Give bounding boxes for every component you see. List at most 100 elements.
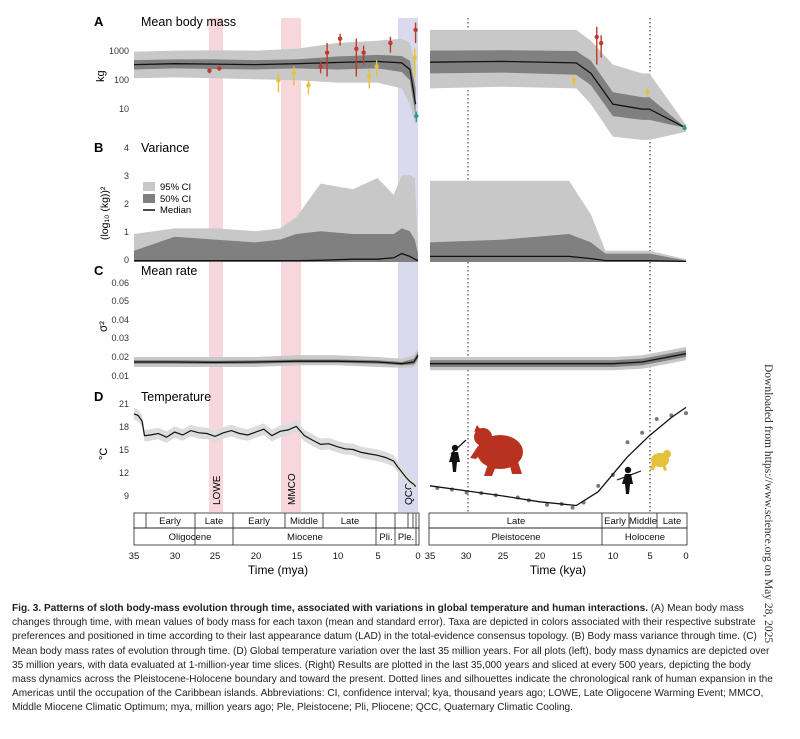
panel-a-right-plot bbox=[429, 26, 687, 140]
epoch-left-early-1: Early bbox=[159, 516, 181, 527]
period-right-holocene: Holocene bbox=[625, 532, 665, 543]
a-left-taxon-point-10 bbox=[367, 74, 372, 79]
a-left-taxon-point-11 bbox=[374, 64, 379, 69]
panel-d-right-plot bbox=[429, 406, 688, 510]
c-right-median-line bbox=[430, 353, 687, 365]
a-right-median-line bbox=[429, 60, 687, 129]
temperature-point-13 bbox=[625, 440, 630, 445]
d-tick-15: 15 bbox=[119, 445, 129, 455]
x-axis-label-right: Time (kya) bbox=[530, 563, 586, 577]
a-right-ci50-band bbox=[430, 50, 686, 129]
a-left-taxon-point-0 bbox=[207, 68, 212, 73]
a-left-taxon-point-6 bbox=[324, 50, 330, 55]
b-tick-4: 4 bbox=[124, 143, 129, 153]
b-tick-0: 0 bbox=[124, 255, 129, 265]
b-right-median-line bbox=[430, 255, 687, 263]
event-band-mmco bbox=[281, 18, 301, 512]
panel-b-right-plot bbox=[430, 180, 687, 263]
panel-c-ylabel: σ² bbox=[98, 321, 110, 332]
x-tick-left-0: 0 bbox=[415, 551, 420, 562]
a-right-taxon-point-4 bbox=[682, 125, 687, 131]
x-tick-left-10: 10 bbox=[333, 551, 344, 562]
c-left-median-line bbox=[134, 354, 419, 365]
a-left-taxon-point-13 bbox=[412, 55, 417, 60]
c-tick-003: 0.03 bbox=[111, 333, 129, 343]
b-left-median-line bbox=[134, 252, 419, 262]
x-tick-right-30: 30 bbox=[461, 551, 472, 562]
temperature-fit-line bbox=[429, 406, 687, 507]
panel-c-left-plot bbox=[134, 348, 419, 368]
epoch-left-early-2: Early bbox=[248, 516, 270, 527]
a-left-taxon-point-2 bbox=[276, 78, 281, 83]
figure-canvas: LOWE MMCO QCC A Mean body mass B Varianc… bbox=[94, 14, 689, 577]
x-tick-right-35: 35 bbox=[425, 551, 436, 562]
event-label-mmco: MMCO bbox=[287, 473, 298, 505]
temperature-point-9 bbox=[570, 505, 575, 510]
x-tick-left-15: 15 bbox=[292, 551, 303, 562]
panel-a-ylabel: kg bbox=[95, 70, 107, 82]
legend-label-50: 50% CI bbox=[160, 194, 191, 205]
panel-b-left-plot bbox=[134, 175, 419, 262]
b-right-ci50-band bbox=[430, 234, 686, 262]
x-tick-left-30: 30 bbox=[170, 551, 181, 562]
c-tick-001: 0.01 bbox=[111, 371, 129, 381]
event-label-lowe: LOWE bbox=[212, 475, 223, 505]
epoch-left-middle: Middle bbox=[290, 516, 318, 527]
a-tick-10: 10 bbox=[119, 104, 129, 114]
x-tick-right-20: 20 bbox=[535, 551, 546, 562]
x-tick-left-25: 25 bbox=[210, 551, 221, 562]
c-tick-004: 0.04 bbox=[111, 315, 129, 325]
period-pleistocene: Ple. bbox=[398, 532, 414, 543]
c-tick-005: 0.05 bbox=[111, 296, 129, 306]
legend-label-median: Median bbox=[160, 205, 191, 216]
c-tick-002: 0.02 bbox=[111, 352, 129, 362]
epoch-right-early: Early bbox=[604, 516, 626, 527]
x-tick-right-10: 10 bbox=[608, 551, 619, 562]
a-tick-100: 100 bbox=[114, 75, 129, 85]
panel-d-left-plot bbox=[133, 408, 417, 493]
a-left-ci50-band bbox=[134, 54, 416, 117]
human-silhouette-icon-2 bbox=[616, 466, 642, 494]
temperature-point-17 bbox=[684, 411, 688, 416]
panel-c-title: Mean rate bbox=[141, 264, 197, 278]
epoch-right-late: Late bbox=[507, 516, 526, 527]
event-band-qcc bbox=[398, 18, 418, 512]
a-left-median-line bbox=[133, 60, 417, 105]
d-tick-18: 18 bbox=[119, 422, 129, 432]
timescale-right bbox=[428, 512, 688, 546]
b-tick-3: 3 bbox=[124, 171, 129, 181]
tree-sloth-silhouette-icon bbox=[650, 450, 671, 471]
a-left-taxon-point-1 bbox=[217, 66, 222, 71]
d-tick-12: 12 bbox=[119, 468, 129, 478]
legend-label-95: 95% CI bbox=[160, 182, 191, 193]
temperature-line bbox=[133, 413, 417, 487]
a-right-taxon-point-1 bbox=[594, 34, 599, 40]
period-pliocene: Pli. bbox=[379, 532, 392, 543]
panel-a-left-plot bbox=[133, 22, 419, 125]
epoch-left-late-2: Late bbox=[341, 516, 360, 527]
epoch-right-middle: Middle bbox=[629, 516, 657, 527]
a-left-taxon-point-15 bbox=[414, 113, 419, 119]
panel-d-ylabel: °C bbox=[98, 448, 110, 460]
download-notice: Downloaded from https://www.science.org … bbox=[748, 364, 788, 643]
x-ticks-left: 35 30 25 20 15 10 5 0 bbox=[129, 551, 421, 562]
panel-c-right-plot bbox=[430, 347, 687, 371]
temperature-point-14 bbox=[640, 430, 645, 435]
panel-b-title: Variance bbox=[141, 141, 189, 155]
panel-a-title: Mean body mass bbox=[141, 15, 236, 29]
a-left-taxon-point-3 bbox=[291, 71, 297, 76]
x-tick-left-5: 5 bbox=[375, 551, 380, 562]
a-left-taxon-point-12 bbox=[388, 40, 393, 46]
caption-lead: Fig. 3. Patterns of sloth body-mass evol… bbox=[12, 603, 649, 614]
x-tick-right-15: 15 bbox=[572, 551, 583, 562]
epoch-right-late-2: Late bbox=[663, 516, 682, 527]
a-right-taxon-point-2 bbox=[598, 40, 604, 46]
b-tick-1: 1 bbox=[124, 227, 129, 237]
x-axis-label-left: Time (mya) bbox=[248, 563, 308, 577]
a-right-taxon-point-3 bbox=[645, 90, 650, 95]
timescale-left bbox=[133, 512, 420, 546]
epoch-left-late-1: Late bbox=[205, 516, 224, 527]
x-tick-right-0: 0 bbox=[683, 551, 688, 562]
a-left-taxon-point-14 bbox=[413, 27, 418, 33]
b-left-ci50-band bbox=[134, 228, 418, 262]
